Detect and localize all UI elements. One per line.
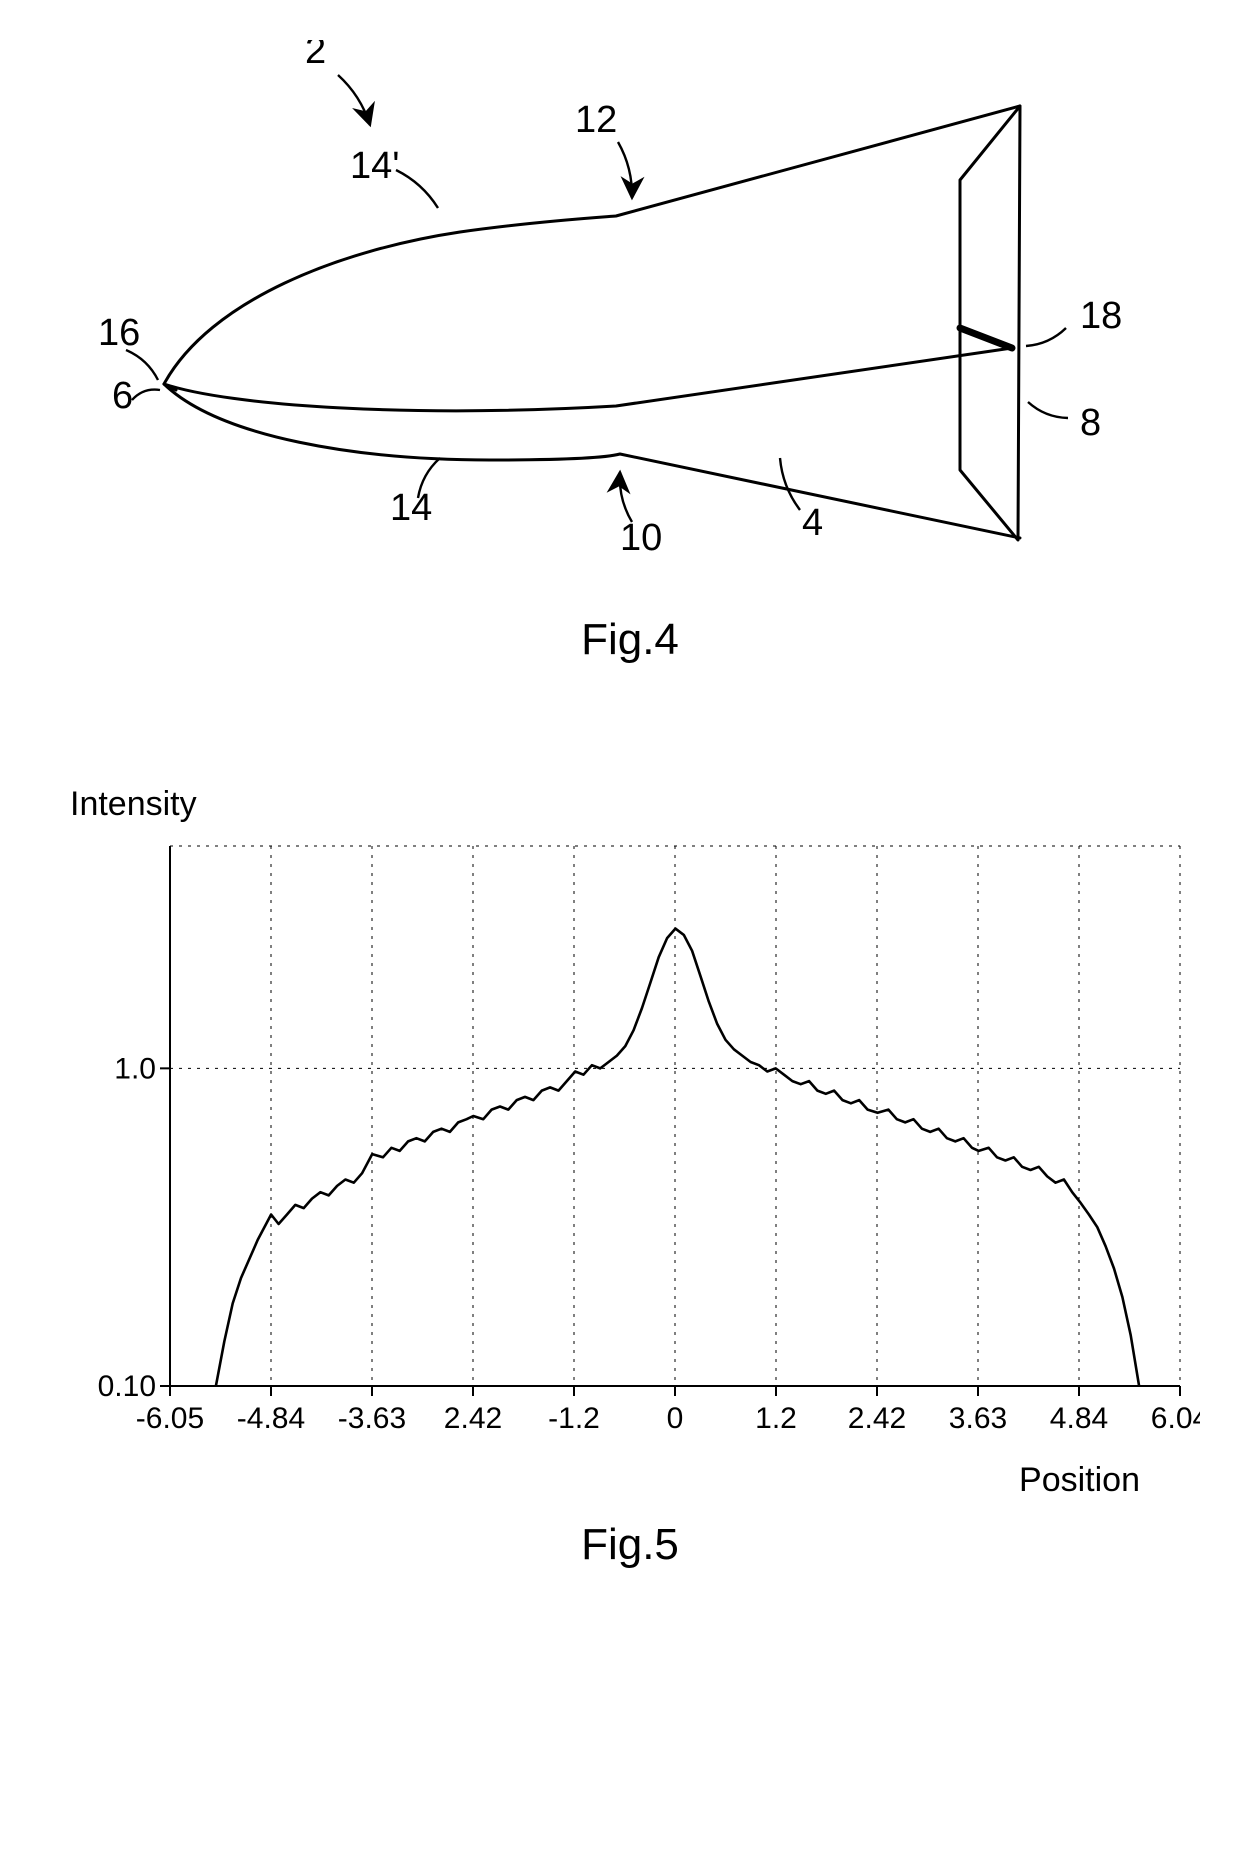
ref-label-8: 8: [1080, 402, 1101, 444]
ref-leader-14prime: [396, 170, 438, 208]
xtick-label-2: -3.63: [338, 1402, 406, 1435]
xtick-label-8: 3.63: [949, 1402, 1007, 1435]
ref-label-4: 4: [802, 502, 823, 544]
ref-label-2: 2: [305, 40, 326, 72]
ref-label-18: 18: [1080, 295, 1122, 337]
xtick-label-6: 1.2: [755, 1402, 797, 1435]
fig5-chart: -6.05 -4.84 -3.63 2.42 -1.2 0 1.2 2.42 3.63 4.84 6…: [60, 836, 1200, 1456]
xtick-label-0: -6.05: [136, 1402, 204, 1435]
ref-label-16: 16: [98, 312, 140, 354]
ref-label-12: 12: [575, 99, 617, 141]
xtick-label-3: 2.42: [444, 1402, 502, 1435]
intensity-series: [216, 929, 1139, 1386]
xtick-label-5: 0: [667, 1402, 684, 1435]
ref-label-14: 14: [390, 487, 432, 529]
ref-leader-2: [338, 75, 370, 125]
ytick-label-0: 0.10: [98, 1370, 156, 1403]
ytick-label-1: 1.0: [114, 1052, 156, 1085]
ref-leader-4: [780, 458, 800, 510]
fig4-caption: Fig.4: [60, 615, 1200, 665]
ref-label-6: 6: [112, 375, 133, 417]
ref-leader-6: [132, 390, 160, 400]
fig5-x-title: Position: [60, 1461, 1200, 1500]
fig4-drawing: 2 4 6 8 10 12 14 16 18 14': [60, 40, 1140, 600]
ref-leader-12: [618, 142, 632, 198]
ref-label-10: 10: [620, 517, 662, 559]
ref-leader-8: [1028, 402, 1068, 418]
xtick-label-10: 6.04: [1151, 1402, 1200, 1435]
xtick-label-9: 4.84: [1050, 1402, 1108, 1435]
fig5-caption: Fig.5: [60, 1520, 1200, 1570]
ref-leader-18: [1026, 328, 1066, 346]
xtick-label-1: -4.84: [237, 1402, 305, 1435]
ref-leader-10: [620, 472, 632, 522]
ref-label-14prime: 14': [350, 145, 400, 187]
fig5-y-title: Intensity: [70, 785, 1200, 824]
xtick-label-4: -1.2: [548, 1402, 600, 1435]
xtick-label-7: 2.42: [848, 1402, 906, 1435]
